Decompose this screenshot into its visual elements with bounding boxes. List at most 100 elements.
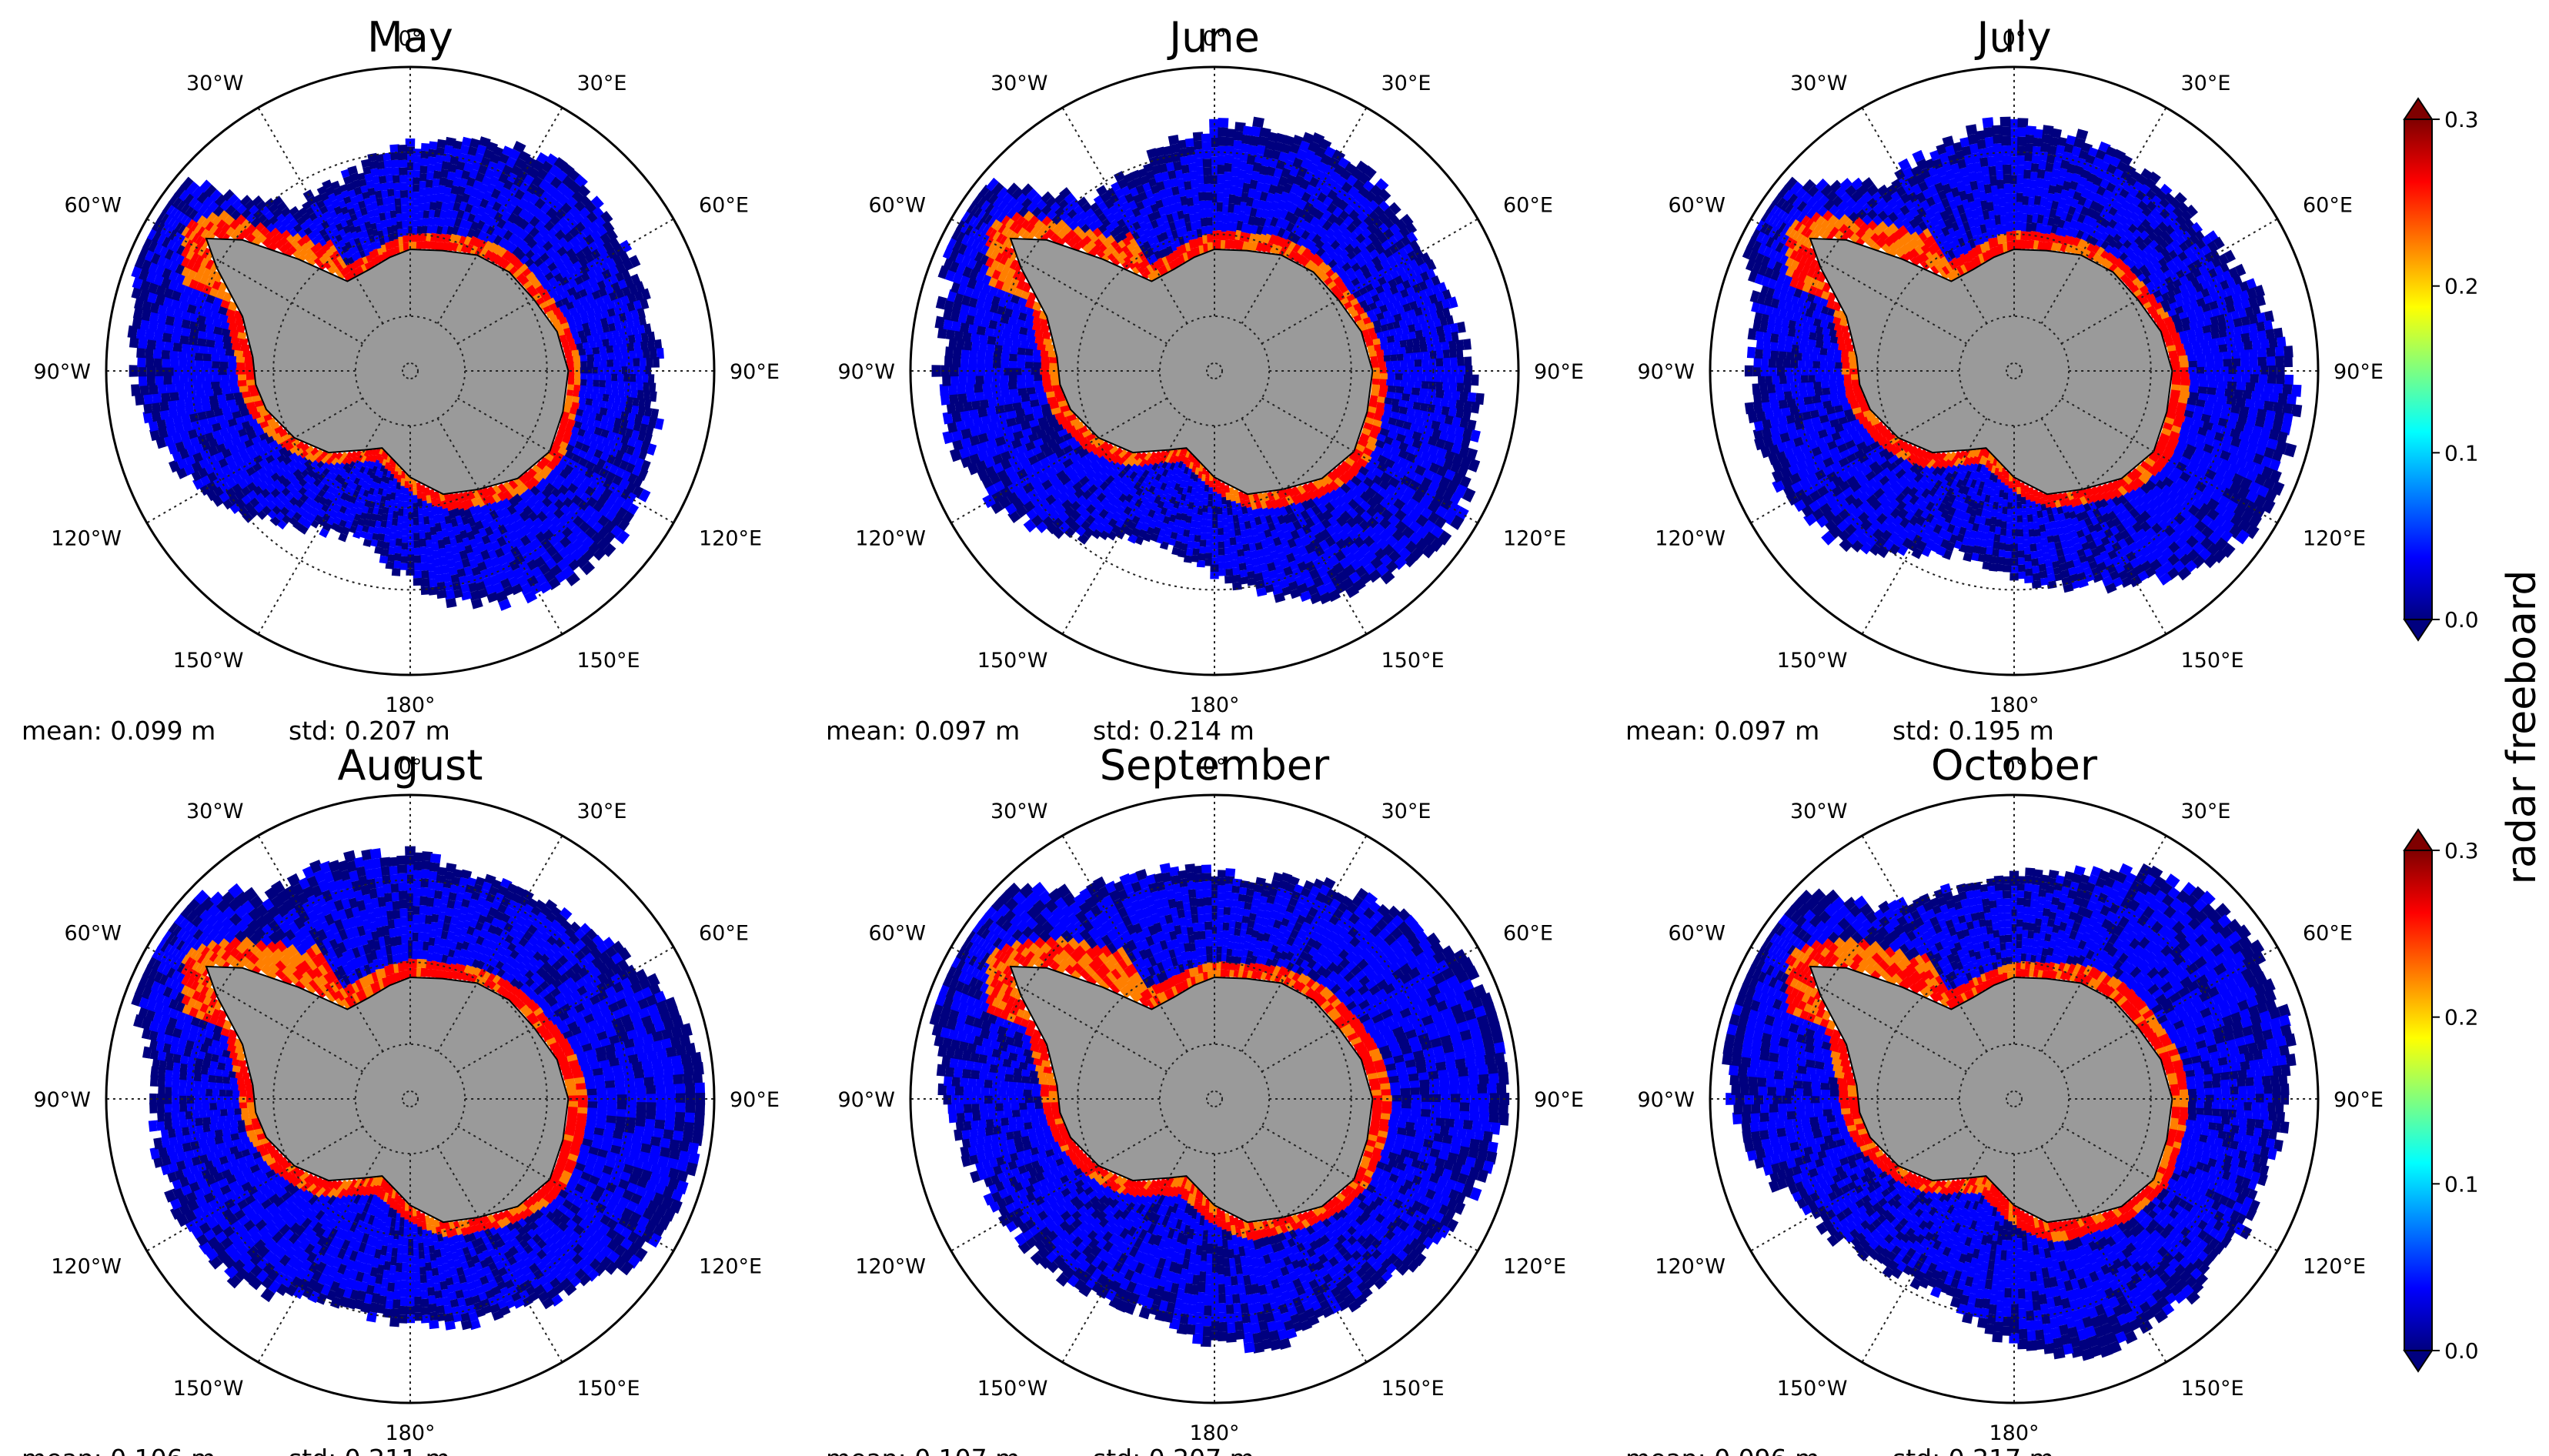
ice-cell	[399, 182, 408, 191]
ice-cell	[629, 374, 636, 384]
ice-cell	[534, 482, 546, 494]
ice-cell	[526, 271, 536, 282]
ice-cell	[519, 583, 533, 596]
ice-cell	[606, 345, 614, 355]
ice-cell	[607, 352, 616, 362]
ice-cell	[506, 252, 517, 264]
ice-cell	[635, 349, 643, 360]
ice-cell	[536, 239, 547, 250]
ice-cell	[534, 220, 547, 232]
ice-cell	[633, 358, 640, 368]
ice-cell	[598, 400, 606, 409]
ice-cell	[483, 240, 493, 252]
ice-cell	[546, 493, 559, 506]
ice-cell	[590, 195, 604, 209]
ice-cell	[523, 212, 536, 224]
ice-cell	[506, 504, 517, 516]
meridian-label: 120°W	[51, 527, 122, 551]
ice-cell	[538, 580, 553, 594]
ice-cell	[481, 486, 491, 498]
ice-cell	[1252, 116, 1264, 129]
ice-cell	[628, 334, 636, 346]
ice-cell	[573, 337, 582, 346]
ice-cell	[528, 476, 540, 488]
ice-cell	[419, 180, 428, 189]
ice-cell	[432, 178, 442, 188]
ice-cell	[492, 225, 503, 237]
ice-cell	[623, 373, 630, 383]
map-panel: June0°30°E60°E90°E120°E150°E180°150°W120…	[826, 13, 1584, 746]
ice-cell	[637, 398, 646, 409]
ice-cell	[529, 215, 541, 229]
ice-cell	[496, 491, 507, 503]
ice-cell	[613, 344, 621, 354]
ice-cell	[643, 399, 652, 410]
ice-cell	[535, 271, 546, 282]
ice-cell	[501, 498, 512, 509]
ice-cell	[489, 501, 501, 513]
ice-cell	[399, 175, 408, 183]
ice-cell	[451, 242, 459, 252]
ice-cell	[578, 391, 586, 399]
ice-cell	[484, 503, 495, 513]
ice-cell	[397, 145, 407, 153]
ice-cell	[469, 235, 479, 247]
ice-cell	[656, 348, 664, 359]
ice-cell	[476, 219, 486, 231]
ice-cell	[427, 156, 437, 165]
ice-cell	[523, 233, 535, 245]
ice-cell	[564, 350, 573, 359]
ice-cell	[582, 342, 590, 351]
ice-cell	[654, 339, 663, 351]
ice-cell	[493, 244, 503, 255]
meridian-label: 150°W	[173, 649, 244, 673]
ice-cell	[488, 252, 498, 262]
ice-cell	[593, 547, 607, 561]
ice-cell	[413, 170, 422, 178]
ice-cell	[466, 228, 476, 239]
ice-cell	[406, 209, 414, 218]
ice-cell	[590, 327, 598, 337]
ice-cell	[606, 359, 614, 369]
ice-cell	[488, 242, 499, 253]
ice-cell	[605, 387, 613, 396]
ice-cell	[413, 184, 421, 192]
meridian-label: 60°W	[64, 194, 122, 218]
ice-cell	[507, 243, 519, 255]
ice-cell	[514, 260, 525, 271]
ice-cell	[532, 280, 543, 290]
ice-cell	[513, 141, 526, 154]
ice-cell	[501, 211, 513, 222]
ice-cell	[640, 415, 650, 427]
ice-cell	[1218, 118, 1229, 128]
ice-cell	[568, 372, 575, 380]
ice-cell	[647, 331, 656, 342]
ice-cell	[492, 484, 502, 496]
ice-cell	[616, 529, 630, 545]
ice-cell	[423, 210, 431, 219]
ice-cell	[633, 317, 641, 329]
ice-cell	[521, 244, 533, 255]
ice-cell	[426, 179, 435, 189]
ice-cell	[617, 388, 626, 399]
ice-cell	[534, 209, 547, 222]
ice-cell	[419, 173, 429, 182]
ice-cell	[615, 336, 623, 347]
ice-cell	[596, 326, 604, 336]
ice-cell	[583, 329, 592, 338]
ice-cell	[600, 317, 609, 328]
ice-cell	[636, 307, 646, 319]
meridian-label: 60°E	[699, 194, 749, 218]
ice-cell	[524, 258, 536, 269]
ice-cell	[463, 235, 473, 246]
ice-cell	[518, 208, 530, 220]
ice-cell	[586, 379, 593, 388]
ice-cell	[529, 493, 540, 505]
ice-cell	[412, 220, 419, 228]
ice-cell	[604, 401, 613, 411]
ice-cell	[592, 386, 600, 395]
ice-cell	[507, 479, 519, 490]
ice-cell	[471, 598, 483, 609]
ice-cell	[639, 357, 646, 368]
ice-cell	[512, 493, 523, 504]
